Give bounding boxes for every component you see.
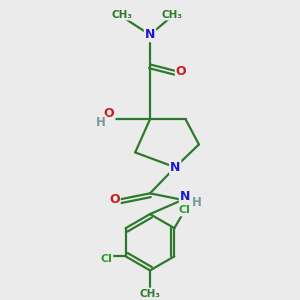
Text: Cl: Cl (178, 206, 190, 215)
Text: Cl: Cl (100, 254, 112, 264)
Text: H: H (192, 196, 202, 209)
Text: H: H (96, 116, 106, 129)
Text: O: O (104, 107, 114, 120)
Text: CH₃: CH₃ (140, 289, 160, 298)
Text: N: N (145, 28, 155, 41)
Text: CH₃: CH₃ (111, 10, 132, 20)
Text: N: N (170, 161, 180, 174)
Text: O: O (176, 65, 186, 78)
Text: CH₃: CH₃ (162, 10, 183, 20)
Text: N: N (180, 190, 190, 203)
Text: O: O (109, 194, 120, 206)
